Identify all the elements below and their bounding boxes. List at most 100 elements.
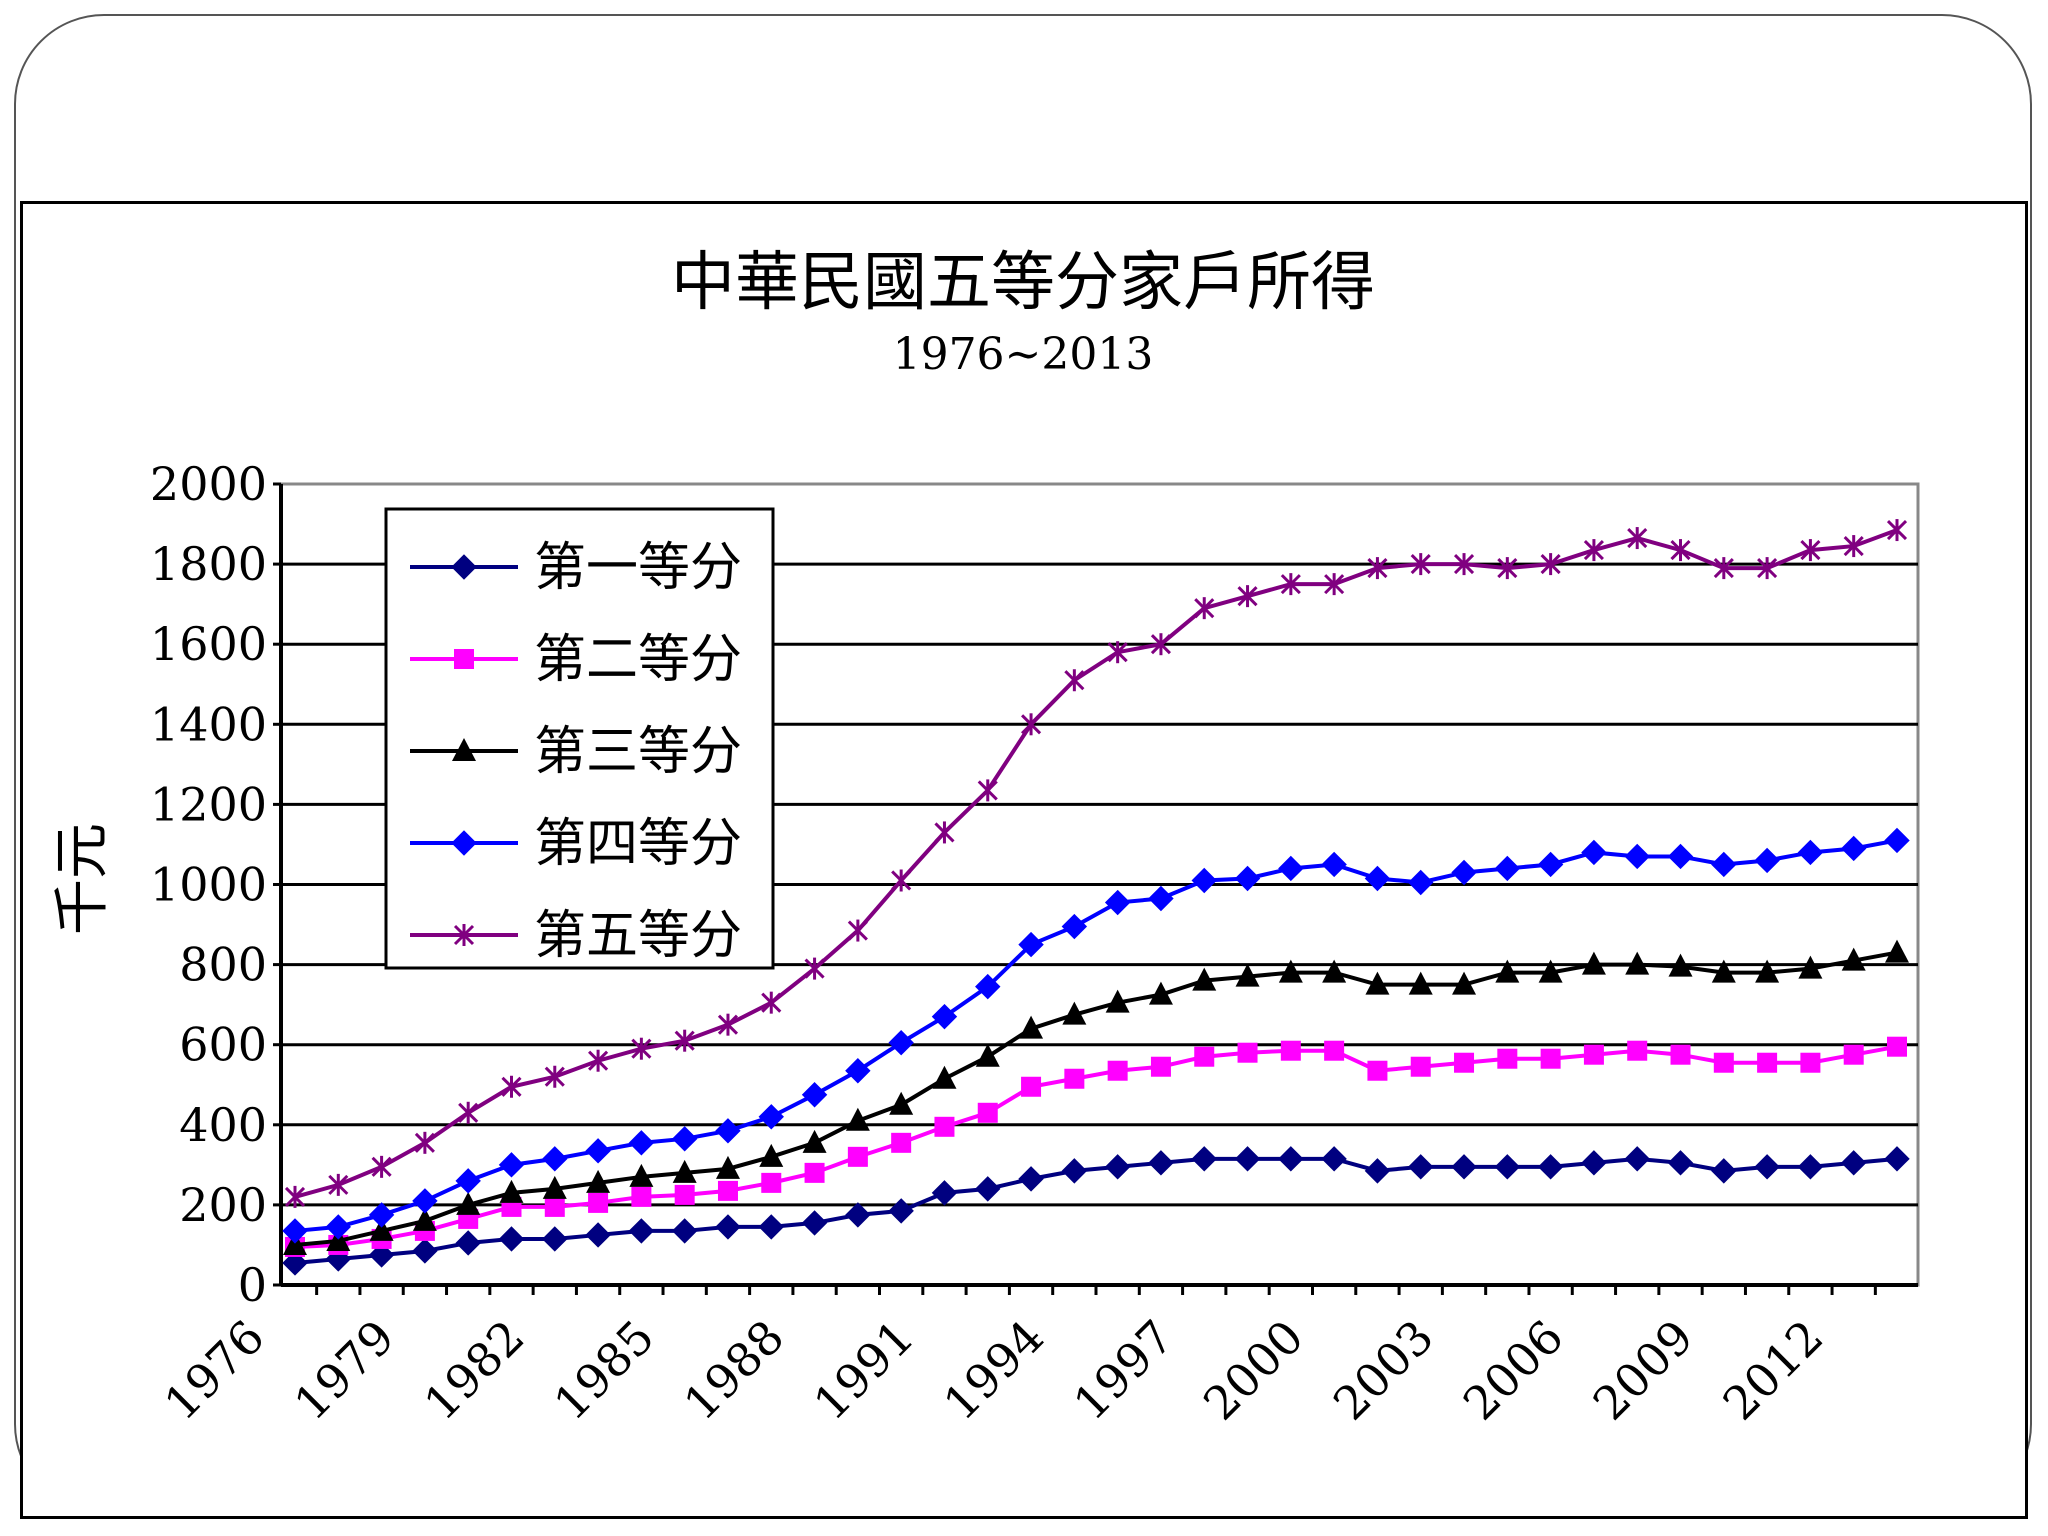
series-line-3: [294, 950, 1898, 1247]
data-point-series-2: [804, 1162, 825, 1183]
legend-label-1: 第一等分: [534, 538, 742, 598]
y-axis-label: 千元: [50, 823, 115, 935]
data-point-series-2: [1410, 1056, 1431, 1077]
data-point-series-5: [631, 1037, 652, 1060]
data-point-series-2: [588, 1192, 609, 1213]
data-point-series-1: [1278, 1146, 1304, 1172]
data-point-series-2: [1670, 1044, 1691, 1065]
y-tick-label: 1400: [150, 697, 267, 751]
data-point-series-4: [1537, 851, 1564, 878]
data-point-series-2: [1107, 1060, 1128, 1081]
y-tick-label: 400: [179, 1098, 267, 1152]
data-point-series-5: [891, 869, 912, 892]
data-point-series-4: [1104, 889, 1131, 916]
data-point-series-4: [1234, 865, 1261, 892]
data-point-series-2: [1713, 1052, 1734, 1073]
data-point-series-2: [1800, 1052, 1821, 1073]
data-point-series-1: [715, 1214, 741, 1240]
data-point-series-2: [1367, 1060, 1388, 1081]
data-point-series-5: [1886, 519, 1908, 542]
data-point-series-3: [932, 1065, 957, 1089]
data-point-series-5: [1194, 597, 1215, 620]
data-point-series-5: [717, 1013, 739, 1036]
data-point-series-4: [455, 1168, 481, 1194]
data-point-series-4: [542, 1146, 568, 1172]
data-point-series-2: [891, 1132, 912, 1153]
data-point-series-1: [801, 1210, 828, 1236]
data-point-series-3: [1755, 959, 1780, 983]
data-point-series-1: [1104, 1154, 1131, 1180]
data-point-series-3: [456, 1191, 481, 1215]
data-point-series-3: [1711, 959, 1736, 983]
data-point-series-4: [325, 1214, 352, 1240]
data-point-series-4: [1321, 851, 1347, 878]
data-point-series-2: [1627, 1040, 1648, 1061]
data-point-series-1: [671, 1218, 698, 1244]
data-point-series-2: [1280, 1040, 1301, 1061]
data-point-series-2: [1583, 1044, 1604, 1065]
data-point-series-5: [1583, 539, 1604, 562]
data-point-series-4: [1364, 865, 1391, 892]
data-point-series-5: [544, 1065, 565, 1088]
data-point-series-1: [455, 1230, 481, 1256]
chart-subtitle: 1976~2013: [893, 329, 1154, 380]
legend-marker-1: [451, 554, 477, 580]
data-point-series-1: [1451, 1154, 1477, 1180]
data-point-series-4: [1667, 843, 1694, 870]
data-point-series-2: [1194, 1046, 1215, 1067]
data-point-series-1: [542, 1226, 568, 1252]
data-point-series-5: [1627, 527, 1648, 550]
data-point-series-4: [1018, 931, 1044, 958]
x-tick-label: 2012: [1713, 1310, 1834, 1431]
data-point-series-1: [1754, 1154, 1780, 1180]
data-point-series-4: [758, 1104, 784, 1130]
data-point-series-2: [717, 1180, 738, 1201]
data-point-series-5: [1280, 573, 1301, 596]
data-point-series-1: [412, 1238, 438, 1264]
data-point-series-4: [671, 1126, 698, 1152]
data-point-series-5: [1540, 553, 1561, 576]
data-point-series-3: [1668, 953, 1693, 977]
data-point-series-4: [412, 1188, 438, 1214]
chart-area: 中華民國五等分家戶所得 1976~2013 千元 0 200 400 600 800 10…: [20, 201, 2028, 1519]
data-point-series-1: [585, 1222, 611, 1248]
data-point-series-3: [975, 1043, 1000, 1067]
data-point-series-4: [1061, 913, 1088, 940]
data-point-series-4: [1711, 851, 1737, 878]
data-point-series-5: [284, 1185, 306, 1208]
data-point-series-3: [629, 1163, 654, 1187]
data-point-series-5: [1800, 539, 1821, 562]
data-point-series-2: [674, 1184, 695, 1205]
data-point-series-1: [1667, 1150, 1694, 1176]
data-point-series-1: [1234, 1146, 1261, 1172]
data-point-series-3: [1235, 963, 1260, 987]
data-point-series-2: [544, 1196, 565, 1217]
data-point-series-4: [585, 1138, 611, 1164]
data-point-series-1: [498, 1226, 525, 1252]
data-point-series-2: [1843, 1044, 1864, 1065]
data-point-series-5: [1324, 573, 1345, 596]
x-tick-label: 1994: [933, 1310, 1054, 1431]
data-point-series-1: [1018, 1166, 1044, 1192]
series-line-2: [294, 1044, 1898, 1249]
y-tick-label: 1800: [150, 537, 267, 591]
data-point-series-2: [1540, 1048, 1561, 1069]
data-point-series-3: [1495, 959, 1520, 983]
data-point-series-3: [845, 1107, 870, 1131]
data-point-series-4: [931, 1003, 958, 1030]
data-point-series-5: [804, 957, 825, 980]
data-point-series-2: [977, 1102, 998, 1123]
y-tick-label: 1200: [150, 777, 267, 831]
data-point-series-1: [1148, 1150, 1174, 1176]
x-tick-label: 2006: [1453, 1310, 1574, 1431]
data-point-series-5: [847, 919, 868, 942]
data-point-series-4: [1278, 855, 1304, 882]
data-point-series-5: [1367, 557, 1388, 580]
data-point-series-5: [1020, 713, 1042, 736]
data-point-series-1: [845, 1202, 871, 1228]
data-point-series-5: [1410, 553, 1431, 576]
data-point-series-1: [1711, 1158, 1737, 1184]
data-point-series-2: [934, 1116, 955, 1137]
data-point-series-3: [499, 1179, 524, 1203]
data-point-series-4: [888, 1029, 914, 1056]
